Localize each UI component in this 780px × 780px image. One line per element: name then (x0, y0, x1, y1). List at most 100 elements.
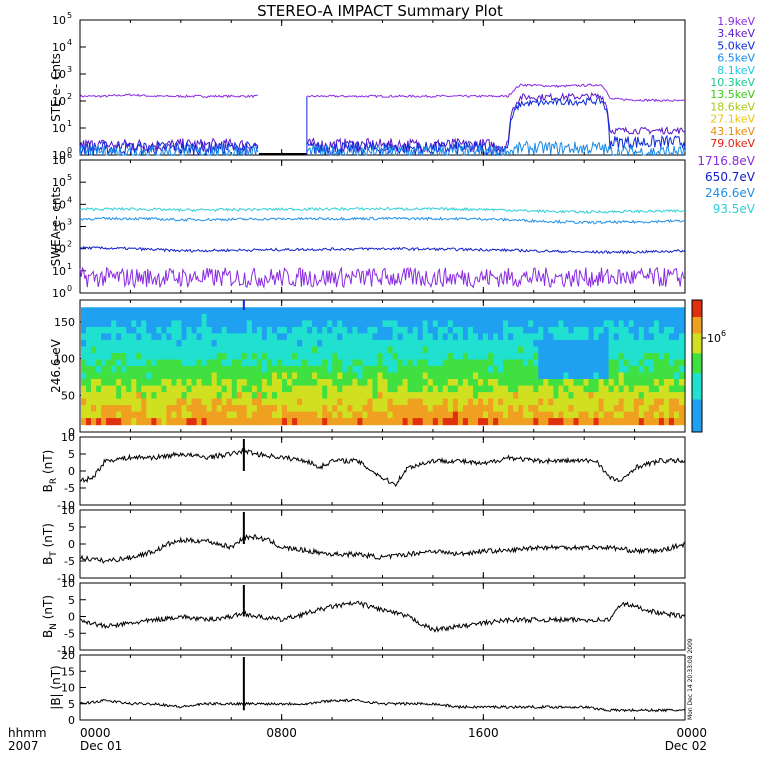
pad-cell (457, 333, 464, 341)
pad-cell (417, 418, 424, 426)
pad-cell (226, 339, 233, 347)
pad-cell (86, 418, 92, 426)
pad-cell (277, 392, 283, 400)
pad-cell (277, 339, 283, 347)
pad-cell (377, 353, 384, 361)
pad-cell (231, 405, 238, 413)
pad-cell (302, 333, 308, 341)
pad-cell (412, 326, 419, 334)
pad-cell (478, 418, 484, 426)
pad-cell (498, 418, 504, 426)
pad-cell (533, 320, 539, 328)
pad-cell (287, 379, 293, 387)
pad-cell (357, 379, 363, 387)
pad-cell (176, 353, 183, 361)
pad-cell (397, 405, 404, 413)
pad-cell (206, 359, 213, 367)
pad-cell (256, 392, 263, 400)
pad-cell (231, 411, 238, 419)
pad-cell (287, 405, 293, 413)
pad-cell (226, 366, 233, 374)
colorbar-frame (691, 299, 703, 433)
pad-cell (588, 372, 595, 380)
pad-cell (643, 366, 650, 374)
pad-cell (427, 366, 434, 374)
pad-cell (256, 398, 263, 406)
pad-cell (141, 346, 147, 354)
pad-cell (417, 392, 424, 400)
pad-cell (332, 320, 338, 328)
pad-cell (312, 392, 318, 400)
pad-cell (452, 353, 459, 361)
pad-cell (548, 353, 554, 361)
pad-cell (322, 313, 328, 321)
br-series (79, 446, 686, 487)
pad-cell (467, 392, 474, 400)
pad-cell (674, 385, 680, 393)
pad-cell (578, 411, 585, 419)
pad-cell (397, 353, 404, 361)
pad-cell (282, 385, 288, 393)
pad-cell (648, 339, 655, 347)
pad-cell (101, 346, 107, 354)
pad-cell (191, 326, 198, 334)
pad-cell (236, 346, 243, 354)
pad-cell (176, 379, 183, 387)
pad-cell (442, 333, 449, 341)
pad-cell (548, 418, 554, 426)
pad-cell (442, 339, 449, 347)
pad-cell (498, 385, 504, 393)
pad-cell (312, 418, 318, 426)
pad-cell (266, 392, 273, 400)
pad-cell (447, 326, 454, 334)
pad-cell (377, 326, 384, 334)
pad-cell (593, 320, 600, 328)
pad-cell (327, 320, 333, 328)
pad-cell (101, 359, 107, 367)
pad-cell (488, 405, 494, 413)
pad-cell (473, 320, 479, 328)
pad-cell (181, 320, 188, 328)
pad-cell (136, 411, 142, 419)
pad-cell (638, 411, 645, 419)
pad-cell (493, 379, 499, 387)
pad-cell (638, 379, 645, 387)
pad-cell (327, 307, 333, 315)
pad-cell (256, 385, 263, 393)
pad-cell (427, 372, 434, 380)
pad-cell (668, 411, 675, 419)
babs-ytick-label: 15 (61, 665, 75, 678)
pad-cell (568, 333, 574, 341)
pad-cell (166, 307, 172, 315)
pad-cell (573, 353, 580, 361)
chart-title: STEREO-A IMPACT Summary Plot (257, 2, 503, 20)
pad-cell (628, 359, 635, 367)
pad-cell (618, 379, 625, 387)
pad-cell (498, 339, 504, 347)
pad-cell (272, 326, 278, 334)
pad-cell (91, 379, 97, 387)
pad-cell (226, 392, 233, 400)
pad-cell (176, 346, 183, 354)
pad-cell (261, 326, 268, 334)
pad-cell (126, 366, 132, 374)
pad-cell (407, 333, 414, 341)
pad-cell (588, 411, 595, 419)
pad-cell (518, 379, 524, 387)
pad-cell (628, 326, 635, 334)
pad-cell (367, 418, 373, 426)
pad-cell (628, 313, 635, 321)
pad-cell (457, 405, 464, 413)
pad-cell (523, 372, 529, 380)
pad-cell (327, 346, 333, 354)
pad-cell (327, 405, 333, 413)
pad-cell (251, 307, 258, 315)
pad-cell (558, 385, 564, 393)
pad-cell (623, 418, 630, 426)
pad-cell (357, 418, 363, 426)
pad-cell (156, 392, 162, 400)
pad-cell (136, 307, 142, 315)
pad-cell (146, 339, 152, 347)
pad-cell (658, 392, 665, 400)
pad-cell (623, 372, 630, 380)
